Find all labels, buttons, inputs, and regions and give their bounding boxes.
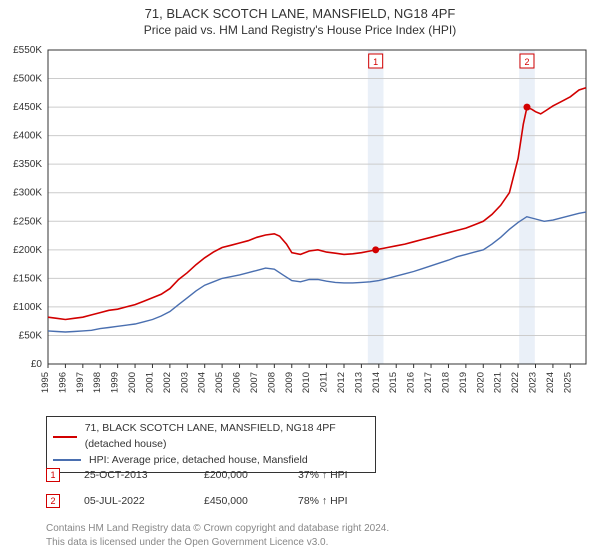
svg-text:1: 1	[373, 57, 378, 67]
svg-text:2002: 2002	[162, 372, 173, 393]
svg-text:1999: 1999	[110, 372, 121, 393]
svg-text:2015: 2015	[388, 372, 399, 393]
sale-marker-label: 2	[50, 496, 55, 506]
sale-row: 2 05-JUL-2022 £450,000 78% ↑ HPI	[46, 490, 536, 516]
svg-text:£150K: £150K	[13, 273, 42, 284]
svg-text:2025: 2025	[562, 372, 573, 393]
svg-text:2004: 2004	[197, 372, 208, 393]
chart-container: 71, BLACK SCOTCH LANE, MANSFIELD, NG18 4…	[0, 0, 600, 560]
svg-text:£0: £0	[31, 359, 43, 370]
legend-label-price-paid: 71, BLACK SCOTCH LANE, MANSFIELD, NG18 4…	[85, 421, 369, 453]
sale-date: 25-OCT-2013	[84, 469, 180, 481]
svg-text:£50K: £50K	[19, 330, 43, 341]
sale-marker-label: 1	[50, 470, 55, 480]
svg-text:£550K: £550K	[13, 45, 42, 56]
svg-text:£400K: £400K	[13, 131, 42, 142]
sale-hpi: 78% ↑ HPI	[298, 495, 378, 507]
sale-marker-icon: 1	[46, 468, 60, 482]
legend-swatch-hpi	[53, 459, 81, 461]
page-title: 71, BLACK SCOTCH LANE, MANSFIELD, NG18 4…	[0, 0, 600, 23]
svg-text:1995: 1995	[40, 372, 51, 393]
svg-text:1998: 1998	[92, 372, 103, 393]
svg-text:2000: 2000	[127, 372, 138, 393]
footer-attribution: Contains HM Land Registry data © Crown c…	[46, 522, 389, 549]
svg-text:2007: 2007	[249, 372, 260, 393]
chart-svg: £0 £50K £100K £150K £200K £250K £300K £350K £400…	[6, 44, 594, 406]
svg-text:2021: 2021	[493, 372, 504, 393]
svg-text:2006: 2006	[232, 372, 243, 393]
sale-row: 1 25-OCT-2013 £200,000 37% ↑ HPI	[46, 464, 536, 490]
svg-text:£200K: £200K	[13, 245, 42, 256]
svg-text:£100K: £100K	[13, 302, 42, 313]
page-subtitle: Price paid vs. HM Land Registry's House …	[0, 23, 600, 43]
legend-item-price-paid: 71, BLACK SCOTCH LANE, MANSFIELD, NG18 4…	[53, 421, 369, 453]
svg-text:£300K: £300K	[13, 188, 42, 199]
svg-text:1997: 1997	[75, 372, 86, 393]
svg-text:2014: 2014	[371, 372, 382, 393]
svg-text:2008: 2008	[266, 372, 277, 393]
svg-text:2022: 2022	[510, 372, 521, 393]
svg-text:2010: 2010	[301, 372, 312, 393]
svg-text:2012: 2012	[336, 372, 347, 393]
svg-text:2001: 2001	[144, 372, 155, 393]
legend-swatch-price-paid	[53, 436, 77, 438]
svg-text:2024: 2024	[545, 372, 556, 393]
svg-text:£450K: £450K	[13, 102, 42, 113]
svg-text:2005: 2005	[214, 372, 225, 393]
svg-text:2017: 2017	[423, 372, 434, 393]
svg-text:2019: 2019	[458, 372, 469, 393]
svg-text:£250K: £250K	[13, 216, 42, 227]
sale-date: 05-JUL-2022	[84, 495, 180, 507]
sale-hpi: 37% ↑ HPI	[298, 469, 378, 481]
svg-text:2016: 2016	[406, 372, 417, 393]
line-chart: £0 £50K £100K £150K £200K £250K £300K £350K £400…	[6, 44, 594, 406]
svg-text:2013: 2013	[353, 372, 364, 393]
svg-text:2020: 2020	[475, 372, 486, 393]
sale-price: £200,000	[204, 469, 274, 481]
svg-text:2011: 2011	[319, 372, 330, 392]
svg-text:2018: 2018	[440, 372, 451, 393]
svg-text:2023: 2023	[528, 372, 539, 393]
footer-line: Contains HM Land Registry data © Crown c…	[46, 522, 389, 536]
svg-text:£500K: £500K	[13, 74, 42, 85]
svg-text:£350K: £350K	[13, 159, 42, 170]
sale-marker-icon: 2	[46, 494, 60, 508]
sales-table: 1 25-OCT-2013 £200,000 37% ↑ HPI 2 05-JU…	[46, 464, 536, 516]
svg-text:2003: 2003	[179, 372, 190, 393]
footer-line: This data is licensed under the Open Gov…	[46, 536, 389, 550]
svg-text:2009: 2009	[284, 372, 295, 393]
svg-text:1996: 1996	[57, 372, 68, 393]
sale-price: £450,000	[204, 495, 274, 507]
svg-text:2: 2	[524, 57, 529, 67]
